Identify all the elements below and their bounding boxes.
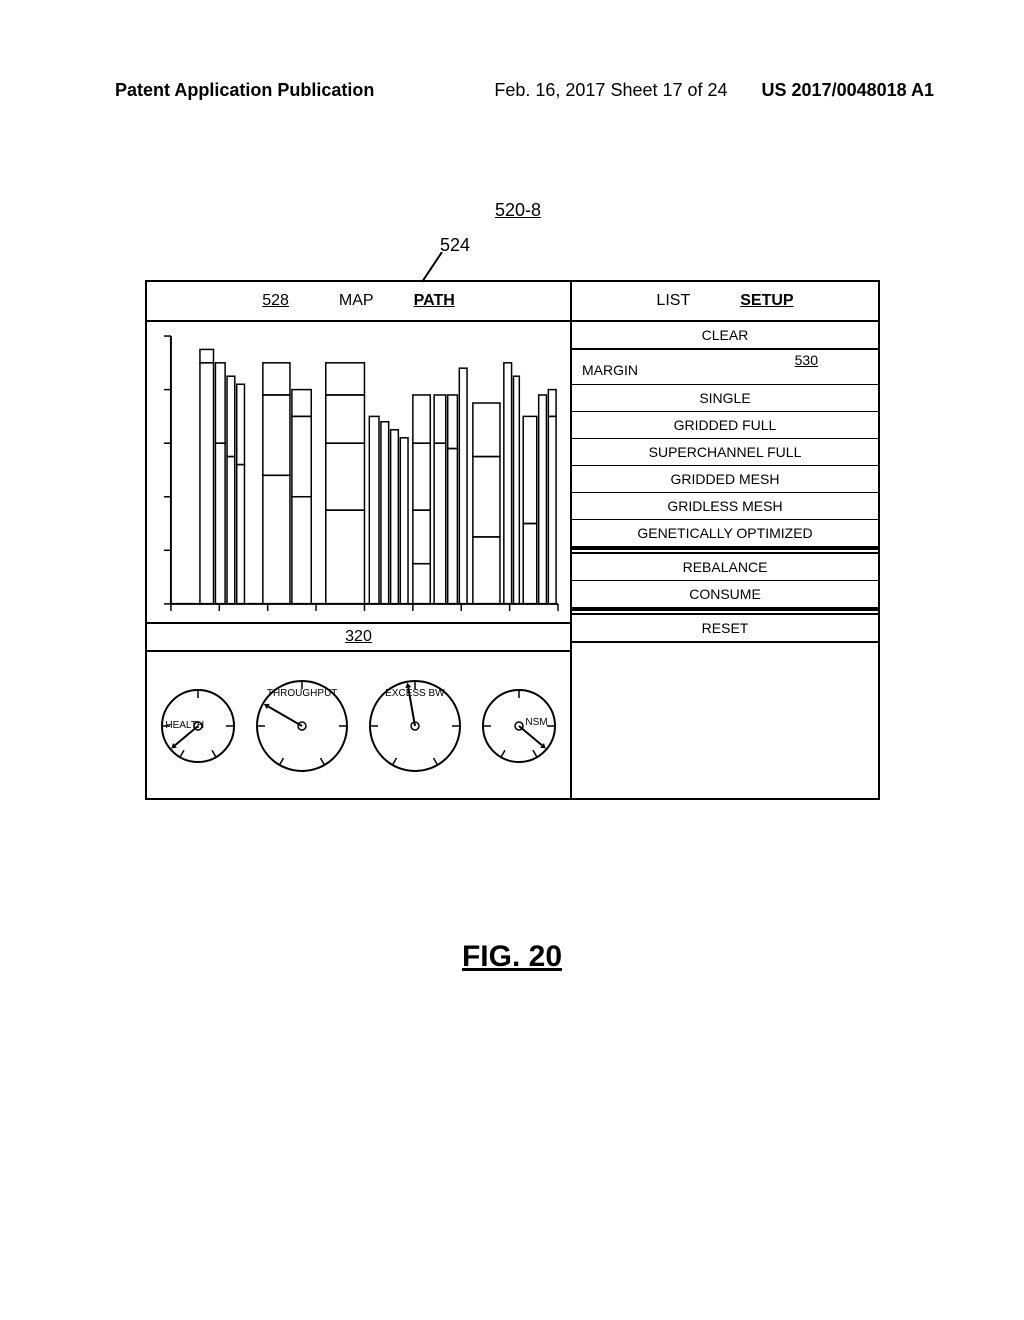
panel-section-margin: 530 MARGIN SINGLEGRIDDED FULLSUPERCHANNE… [572,350,878,548]
reference-520-8: 520-8 [495,200,541,221]
tab-bar: 528 MAP PATH LIST SETUP [147,282,878,322]
margin-label: MARGIN [582,362,638,378]
button-clear[interactable]: CLEAR [572,322,878,348]
margin-option[interactable]: GRIDLESS MESH [572,492,878,519]
gauge-label: NSM [525,717,547,728]
gauge-health: HEALTH [159,687,237,765]
margin-option[interactable]: GRIDDED FULL [572,411,878,438]
date-sheet-label: Feb. 16, 2017 Sheet 17 of 24 [494,80,727,101]
panel-section-middle: REBALANCE CONSUME [572,554,878,609]
gauge-label: THROUGHPUT [267,688,338,699]
margin-option[interactable]: SUPERCHANNEL FULL [572,438,878,465]
gauge-label: EXCESS BW [385,688,444,699]
gauge-throughput: THROUGHPUT [254,678,350,774]
button-consume[interactable]: CONSUME [572,580,878,607]
tab-list[interactable]: LIST [656,292,690,310]
button-reset[interactable]: RESET [572,615,878,641]
reference-320: 320 [147,622,570,652]
button-rebalance[interactable]: REBALANCE [572,554,878,580]
ui-frame: 528 MAP PATH LIST SETUP 320 HEALTH THROUG… [145,280,880,800]
margin-option[interactable]: GRIDDED MESH [572,465,878,492]
spectrum-chart [147,322,570,622]
tab-group-right: LIST SETUP [572,282,878,320]
tab-setup[interactable]: SETUP [740,292,793,310]
publication-number: US 2017/0048018 A1 [762,80,934,101]
gauges-panel: HEALTH THROUGHPUT EXCESS BW NSM [147,652,570,800]
tab-map[interactable]: MAP [339,292,374,310]
publication-label: Patent Application Publication [115,80,374,101]
margin-header: 530 MARGIN [572,350,878,385]
margin-option[interactable]: SINGLE [572,385,878,411]
tab-group-left: 528 MAP PATH [147,282,572,320]
margin-option[interactable]: GENETICALLY OPTIMIZED [572,519,878,546]
reference-528: 528 [262,292,289,310]
figure-caption: FIG. 20 [0,940,1024,974]
gauge-excess-bw: EXCESS BW [367,678,463,774]
control-panel: CLEAR 530 MARGIN SINGLEGRIDDED FULLSUPER… [572,322,878,800]
tab-path[interactable]: PATH [414,292,455,310]
reference-530: 530 [795,352,818,368]
panel-section-top: CLEAR [572,322,878,350]
left-pane: 320 HEALTH THROUGHPUT EXCESS BW NSM [147,322,572,800]
content-row: 320 HEALTH THROUGHPUT EXCESS BW NSM CLEAR 5… [147,322,878,800]
panel-section-bottom: RESET [572,615,878,643]
reference-524: 524 [440,235,470,256]
page-header: Patent Application Publication Feb. 16, … [0,80,1024,101]
gauge-label: HEALTH [165,720,204,731]
gauge-nsm: NSM [480,687,558,765]
